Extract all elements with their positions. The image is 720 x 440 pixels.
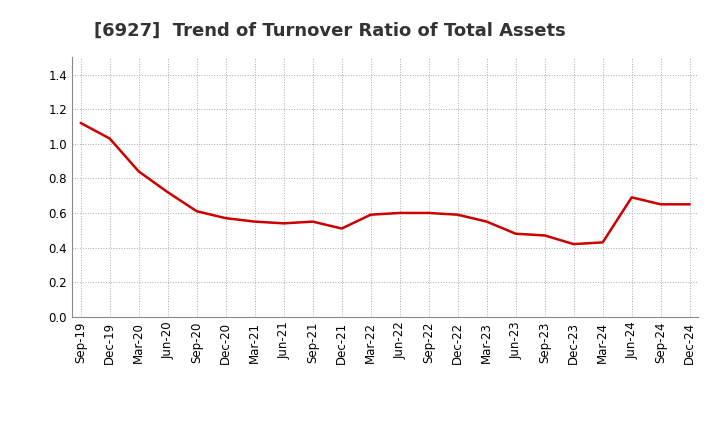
Text: [6927]  Trend of Turnover Ratio of Total Assets: [6927] Trend of Turnover Ratio of Total … [94, 22, 565, 40]
